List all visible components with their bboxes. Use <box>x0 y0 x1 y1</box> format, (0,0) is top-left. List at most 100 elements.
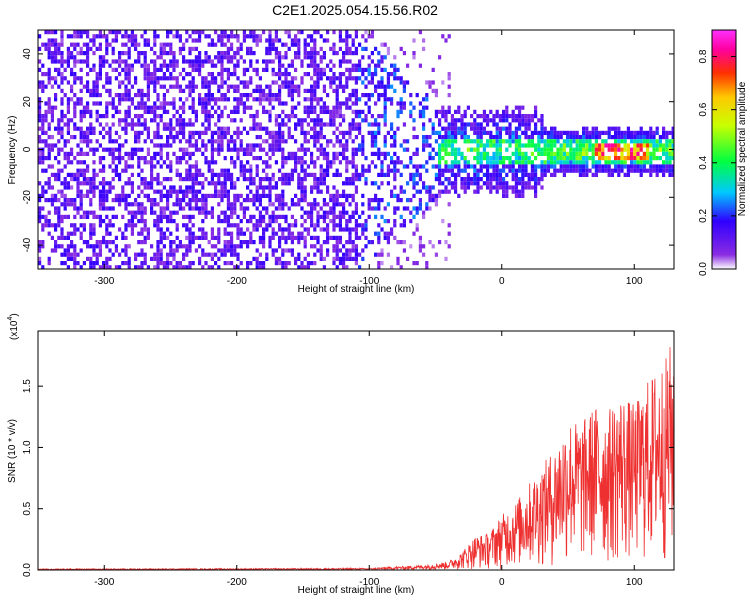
heatmap-cell <box>345 97 349 102</box>
heatmap-cell <box>380 172 384 177</box>
heatmap-cell <box>66 252 70 257</box>
heatmap-cell <box>412 214 416 219</box>
heatmap-cell <box>156 143 160 148</box>
heatmap-cell <box>73 206 77 211</box>
heatmap-cell <box>303 172 307 177</box>
heatmap-cell <box>124 235 128 240</box>
heatmap-cell <box>111 30 115 35</box>
heatmap-cell <box>332 63 336 68</box>
heatmap-cell <box>271 143 275 148</box>
heatmap-cell <box>79 139 83 144</box>
heatmap-cell <box>335 114 339 119</box>
heatmap-cell <box>518 160 522 165</box>
heatmap-cell <box>255 67 259 72</box>
heatmap-cell <box>294 51 298 56</box>
heatmap-cell <box>486 181 490 186</box>
heatmap-cell <box>217 105 221 110</box>
heatmap-cell <box>38 181 42 186</box>
heatmap-cell <box>598 130 602 135</box>
heatmap-cell <box>262 88 266 93</box>
heatmap-cell <box>63 156 67 161</box>
heatmap-cell <box>175 156 179 161</box>
heatmap-cell <box>342 261 346 266</box>
heatmap-cell <box>300 126 304 131</box>
heatmap-cell <box>146 105 150 110</box>
heatmap-cell <box>70 244 74 249</box>
heatmap-cell <box>223 156 227 161</box>
heatmap-cell <box>274 193 278 198</box>
heatmap-cell <box>498 147 502 152</box>
heatmap-cell <box>422 114 426 119</box>
heatmap-cell <box>326 168 330 173</box>
heatmap-cell <box>220 219 224 224</box>
heatmap-cell <box>562 168 566 173</box>
heatmap-cell <box>239 97 243 102</box>
heatmap-cell <box>124 206 128 211</box>
heatmap-cell <box>140 34 144 39</box>
heatmap-cell <box>518 114 522 119</box>
heatmap-cell <box>287 114 291 119</box>
heatmap-cell <box>428 143 432 148</box>
heatmap-cell <box>102 34 106 39</box>
heatmap-cell <box>89 177 93 182</box>
heatmap-cell <box>121 59 125 64</box>
heatmap-cell <box>79 135 83 140</box>
heatmap-cell <box>92 34 96 39</box>
heatmap-cell <box>466 147 470 152</box>
heatmap-cell <box>191 46 195 51</box>
heatmap-cell <box>60 30 64 35</box>
heatmap-cell <box>217 248 221 253</box>
heatmap-cell <box>118 97 122 102</box>
heatmap-cell <box>166 122 170 127</box>
heatmap-cell <box>105 193 109 198</box>
heatmap-cell <box>233 252 237 257</box>
heatmap-cell <box>300 181 304 186</box>
heatmap-cell <box>127 265 131 269</box>
heatmap-cell <box>278 177 282 182</box>
heatmap-cell <box>95 139 99 144</box>
heatmap-cell <box>102 63 106 68</box>
heatmap-cell <box>457 168 461 173</box>
heatmap-cell <box>47 185 51 190</box>
heatmap-cell <box>348 67 352 72</box>
heatmap-cell <box>223 244 227 249</box>
heatmap-cell <box>255 227 259 232</box>
heatmap-cell <box>185 139 189 144</box>
heatmap-cell <box>92 231 96 236</box>
heatmap-cell <box>623 135 627 140</box>
heatmap-cell <box>390 160 394 165</box>
heatmap-cell <box>207 80 211 85</box>
heatmap-cell <box>89 114 93 119</box>
heatmap-cell <box>150 76 154 81</box>
heatmap-cell <box>60 193 64 198</box>
heatmap-cell <box>313 126 317 131</box>
heatmap-cell <box>316 84 320 89</box>
heatmap-cell <box>559 168 563 173</box>
heatmap-cell <box>537 147 541 152</box>
snr-multiplier: (x104) <box>7 313 20 340</box>
heatmap-cell <box>518 139 522 144</box>
heatmap-cell <box>153 219 157 224</box>
heatmap-cell <box>236 97 240 102</box>
heatmap-cell <box>233 244 237 249</box>
heatmap-cell <box>178 265 182 269</box>
heatmap-cell <box>313 105 317 110</box>
heatmap-cell <box>633 139 637 144</box>
heatmap-cell <box>390 126 394 131</box>
heatmap-cell <box>444 130 448 135</box>
heatmap-cell <box>585 143 589 148</box>
heatmap-cell <box>105 244 109 249</box>
heatmap-cell <box>284 181 288 186</box>
heatmap-cell <box>281 172 285 177</box>
heatmap-cell <box>169 210 173 215</box>
heatmap-cell <box>262 244 266 249</box>
heatmap-cell <box>124 164 128 169</box>
heatmap-cell <box>70 223 74 228</box>
heatmap-cell <box>447 34 451 39</box>
heatmap-cell <box>377 240 381 245</box>
heatmap-cell <box>604 168 608 173</box>
heatmap-cell <box>386 130 390 135</box>
heatmap-cell <box>322 51 326 56</box>
heatmap-cell <box>60 244 64 249</box>
heatmap-cell <box>345 227 349 232</box>
